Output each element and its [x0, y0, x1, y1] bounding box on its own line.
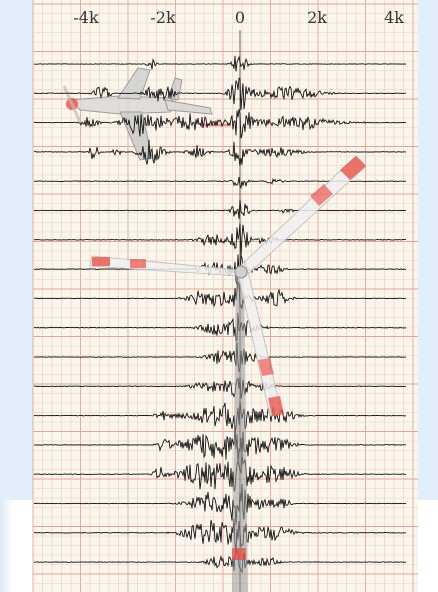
- x-tick-label: -4k: [73, 8, 99, 27]
- seismic-trace-11: [33, 341, 407, 373]
- seismic-trace-7: [33, 223, 406, 257]
- seismic-trace-10: [33, 312, 407, 342]
- seismic-trace-17: [33, 518, 407, 552]
- seismic-trace-16: [33, 483, 407, 526]
- seismic-trace-12: [33, 377, 407, 399]
- seismic-trace-6: [33, 199, 407, 219]
- seismic-trace-15: [33, 454, 407, 492]
- seismic-trace-18: [33, 548, 407, 574]
- airplane-icon: [62, 67, 230, 161]
- seismic-trace-9: [34, 281, 407, 310]
- seismic-trace-2: [33, 77, 407, 110]
- x-tick-label: -2k: [150, 8, 176, 27]
- wind-turbine-icon: [89, 155, 367, 592]
- seismic-trace-13: [33, 401, 407, 432]
- x-tick-label: 0: [234, 8, 246, 27]
- x-tick-label: 2k: [307, 8, 327, 27]
- turbine-layer: [89, 155, 367, 592]
- x-tick-label: 4k: [384, 8, 404, 27]
- seismic-trace-14: [33, 425, 407, 464]
- seismic-trace-1: [33, 55, 407, 72]
- seismic-trace-4: [34, 139, 407, 166]
- overlay-layer: [62, 67, 230, 161]
- seismic-trace-3: [33, 109, 406, 139]
